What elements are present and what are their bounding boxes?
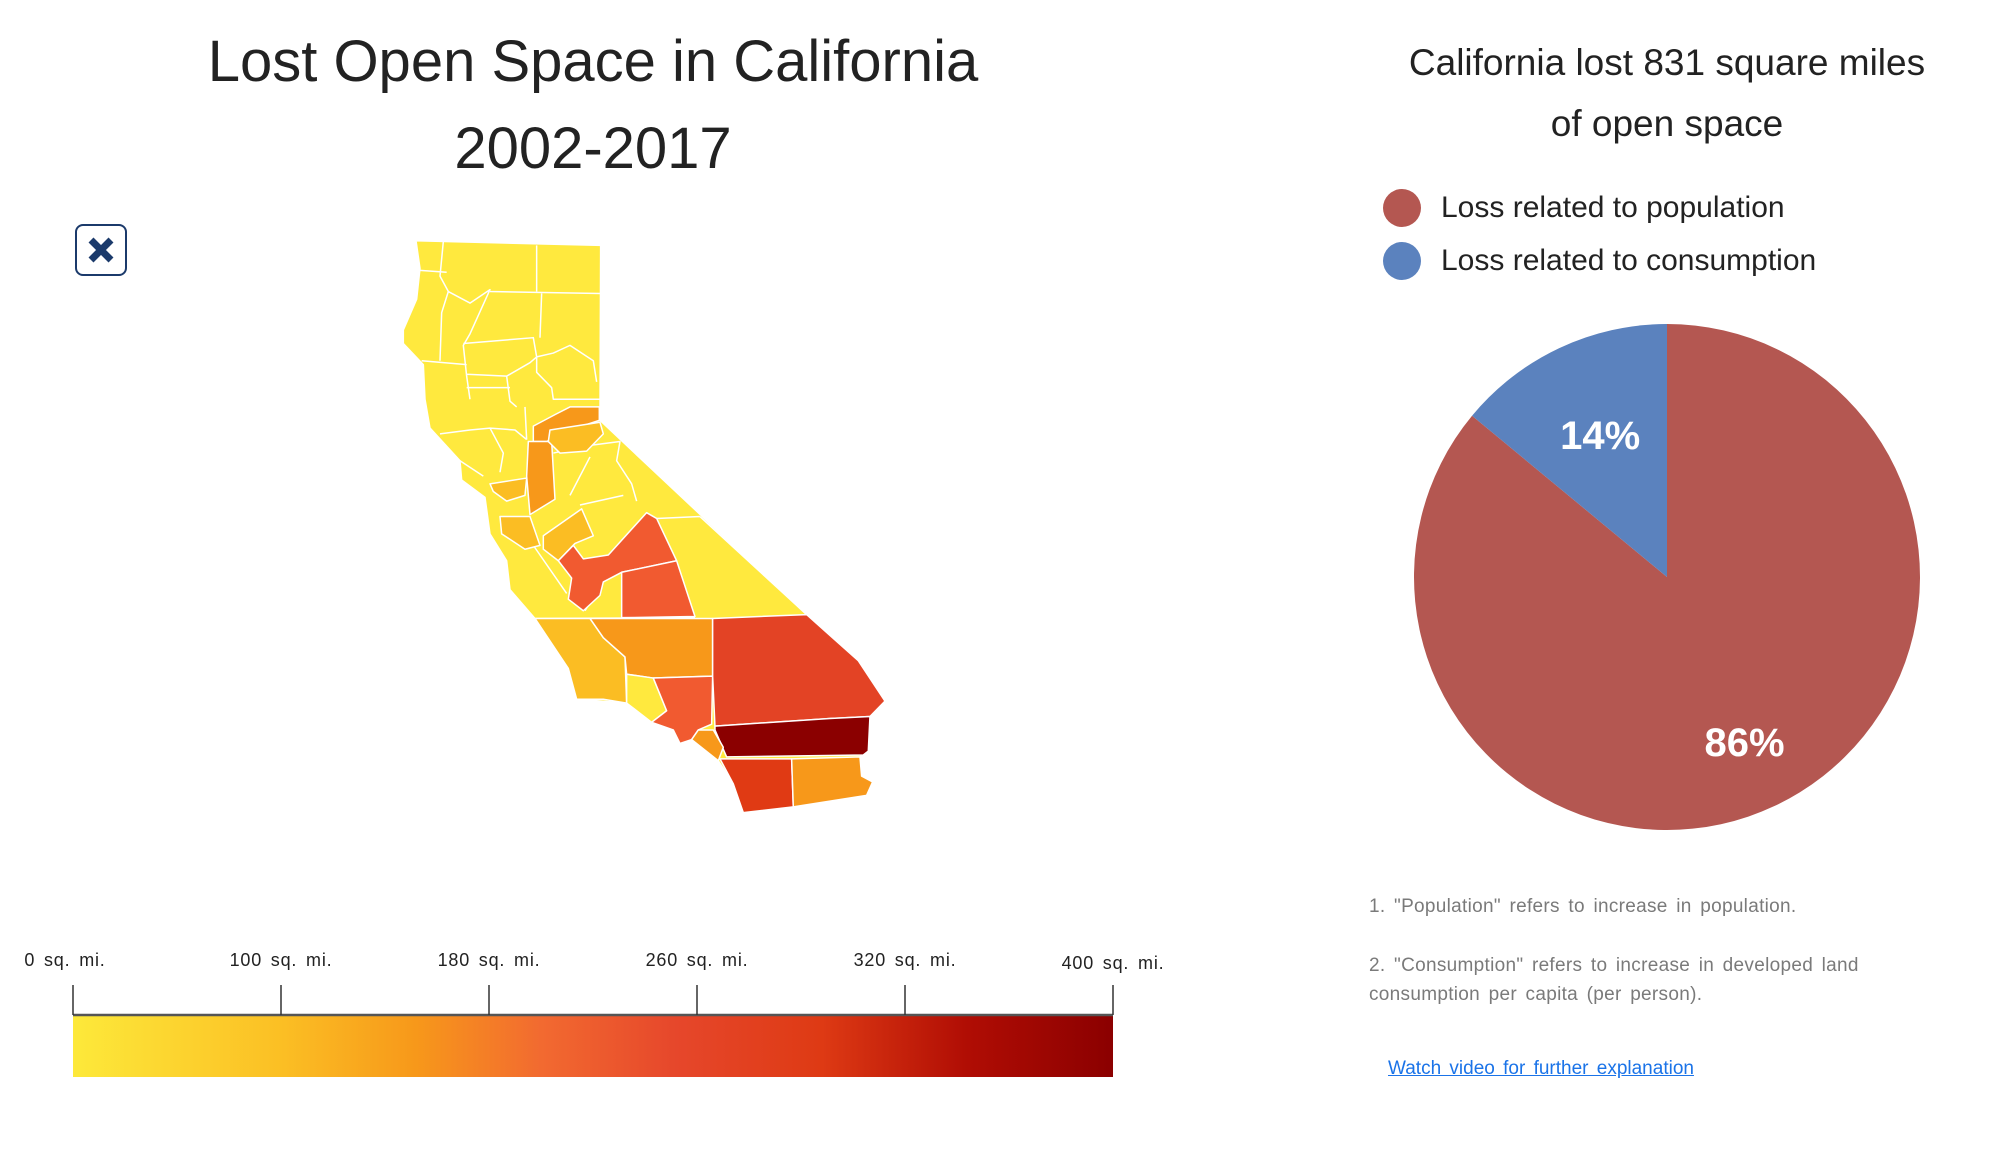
pie-title: California lost 831 square miles of open… <box>1367 32 1967 154</box>
map-title: Lost Open Space in California <box>207 29 979 94</box>
scale-tick-label: 180 sq. mi. <box>437 950 541 970</box>
legend-label: Loss related to consumption <box>1441 244 1817 277</box>
close-x-icon <box>88 237 114 263</box>
close-button[interactable] <box>75 224 127 276</box>
pie-slice-consumption[interactable] <box>1472 324 1667 577</box>
legend-dot-consumption <box>1383 242 1421 280</box>
county-los-angeles[interactable] <box>652 676 713 743</box>
legend-item-population: Loss related to population <box>1383 189 1785 227</box>
scale-tick-label: 320 sq. mi. <box>853 950 957 970</box>
map-subtitle-years: 2002-2017 <box>454 116 732 181</box>
legend-label: Loss related to population <box>1441 191 1785 224</box>
legend-dot-population <box>1383 189 1421 227</box>
scale-tick-label: 100 sq. mi. <box>229 950 333 970</box>
county-bay-area-north[interactable] <box>490 478 527 501</box>
scale-tick-label: 0 sq. mi. <box>24 950 106 970</box>
scale-tick-label: 260 sq. mi. <box>645 950 749 970</box>
county-placer[interactable] <box>548 422 603 453</box>
county-orange[interactable] <box>692 730 724 761</box>
county-riverside[interactable] <box>715 717 870 757</box>
pie-slice-label: 86% <box>1705 721 1785 765</box>
pie-title-line1: California lost 831 square miles <box>1408 42 1926 83</box>
footnote-consumption: 2. "Consumption" refers to increase in d… <box>1369 955 1859 1005</box>
scale-tick-label: 400 sq. mi. <box>1061 953 1165 973</box>
county-imperial[interactable] <box>792 757 873 807</box>
pie-title-line2: of open space <box>1550 103 1784 144</box>
county-san-diego[interactable] <box>720 759 793 813</box>
color-scale-bar <box>73 1016 1113 1077</box>
watch-video-link[interactable]: Watch video for further explanation <box>1388 1058 1694 1079</box>
county-stanislaus-merced[interactable] <box>543 509 593 561</box>
footnote-population: 1. "Population" refers to increase in po… <box>1369 896 1797 917</box>
pie-slice-label: 14% <box>1560 414 1640 458</box>
county-tulare[interactable] <box>622 561 695 618</box>
county-bay-area-south[interactable] <box>500 517 540 550</box>
legend-item-consumption: Loss related to consumption <box>1383 242 1816 280</box>
